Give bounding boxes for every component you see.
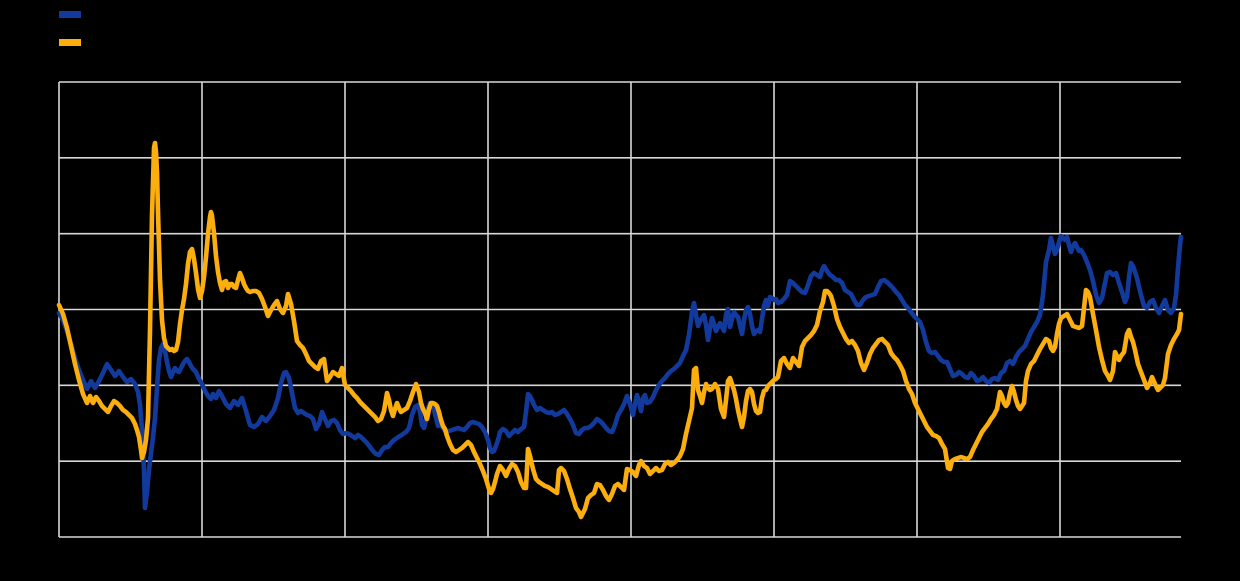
blue-series-legend-swatch [59, 11, 81, 18]
chart-legend [0, 0, 1240, 60]
gridlines [58, 81, 1181, 538]
blue-series-line [56, 233, 1184, 511]
yellow-series-legend-swatch [59, 39, 81, 46]
yellow-series-line [56, 140, 1184, 520]
